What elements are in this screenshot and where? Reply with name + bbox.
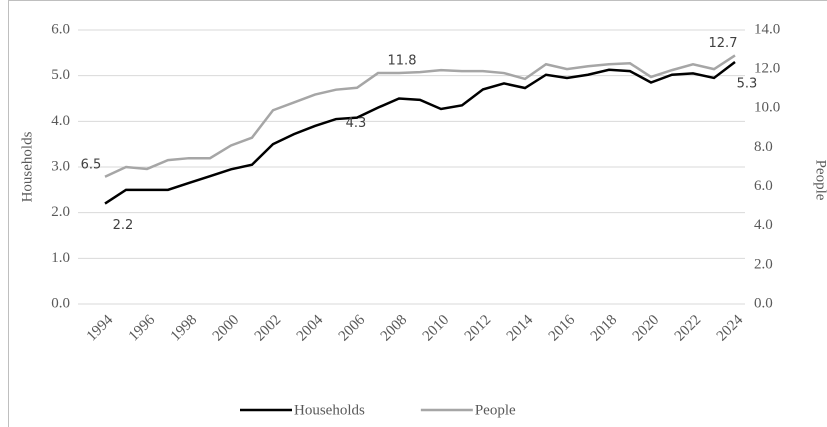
y2-tick-label: 0.0: [754, 295, 773, 311]
series-line: [104, 60, 736, 205]
x-tick-label: 2020: [630, 312, 663, 345]
x-tick-label: 1996: [126, 312, 159, 345]
data-label: 5.3: [737, 76, 758, 91]
y2-tick-label: 10.0: [754, 100, 780, 116]
x-tick-label: 2002: [252, 312, 285, 345]
y-tick-label: 3.0: [51, 158, 70, 174]
data-label: 4.3: [346, 116, 367, 131]
y2-tick-label: 2.0: [754, 256, 773, 272]
chart-border: [8, 0, 827, 427]
y2-tick-label: 6.0: [754, 178, 773, 194]
data-label: 12.7: [709, 36, 738, 51]
y-tick-label: 1.0: [51, 250, 70, 266]
x-tick-label: 2000: [210, 312, 243, 345]
y-tick-label: 6.0: [51, 21, 70, 37]
y-axis-title: Households: [19, 131, 35, 202]
x-tick-label: 1994: [84, 312, 117, 345]
legend-label: Households: [294, 402, 365, 418]
x-tick-label: 1998: [168, 312, 201, 345]
y2-tick-label: 12.0: [754, 61, 780, 77]
y-tick-label: 2.0: [51, 204, 70, 220]
y2-axis-title: People: [813, 160, 827, 201]
y2-tick-label: 4.0: [754, 217, 773, 233]
x-tick-label: 2008: [378, 312, 411, 345]
x-tick-label: 2004: [294, 312, 327, 345]
x-tick-label: 2012: [462, 312, 495, 345]
x-tick-label: 2024: [714, 312, 747, 345]
series-line: [104, 54, 736, 178]
y-tick-label: 0.0: [51, 295, 70, 311]
data-label: 2.2: [113, 218, 134, 233]
x-tick-label: 2014: [504, 312, 537, 345]
legend-label: People: [475, 402, 516, 418]
data-label: 6.5: [81, 157, 102, 172]
x-tick-label: 2022: [672, 312, 705, 345]
x-tick-label: 2006: [336, 312, 369, 345]
y-tick-label: 4.0: [51, 113, 70, 129]
x-tick-label: 2010: [420, 312, 453, 345]
y2-tick-label: 8.0: [754, 139, 773, 155]
y-tick-label: 5.0: [51, 67, 70, 83]
data-label: 11.8: [388, 54, 417, 69]
y2-tick-label: 14.0: [754, 21, 780, 37]
x-tick-label: 2016: [546, 312, 579, 345]
x-tick-label: 2018: [588, 312, 621, 345]
